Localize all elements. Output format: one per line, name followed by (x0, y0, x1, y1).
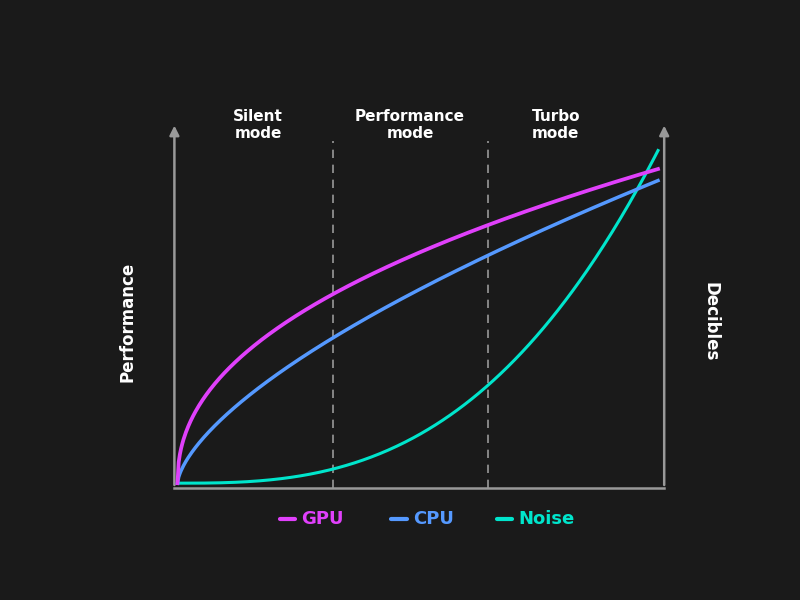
Text: CPU: CPU (413, 510, 454, 528)
Text: Turbo
mode: Turbo mode (531, 109, 580, 141)
Text: GPU: GPU (302, 510, 344, 528)
Text: Noise: Noise (518, 510, 574, 528)
Text: Decibles: Decibles (702, 282, 720, 361)
Text: Performance
mode: Performance mode (355, 109, 465, 141)
Text: Performance: Performance (119, 262, 137, 382)
Text: Silent
mode: Silent mode (233, 109, 283, 141)
